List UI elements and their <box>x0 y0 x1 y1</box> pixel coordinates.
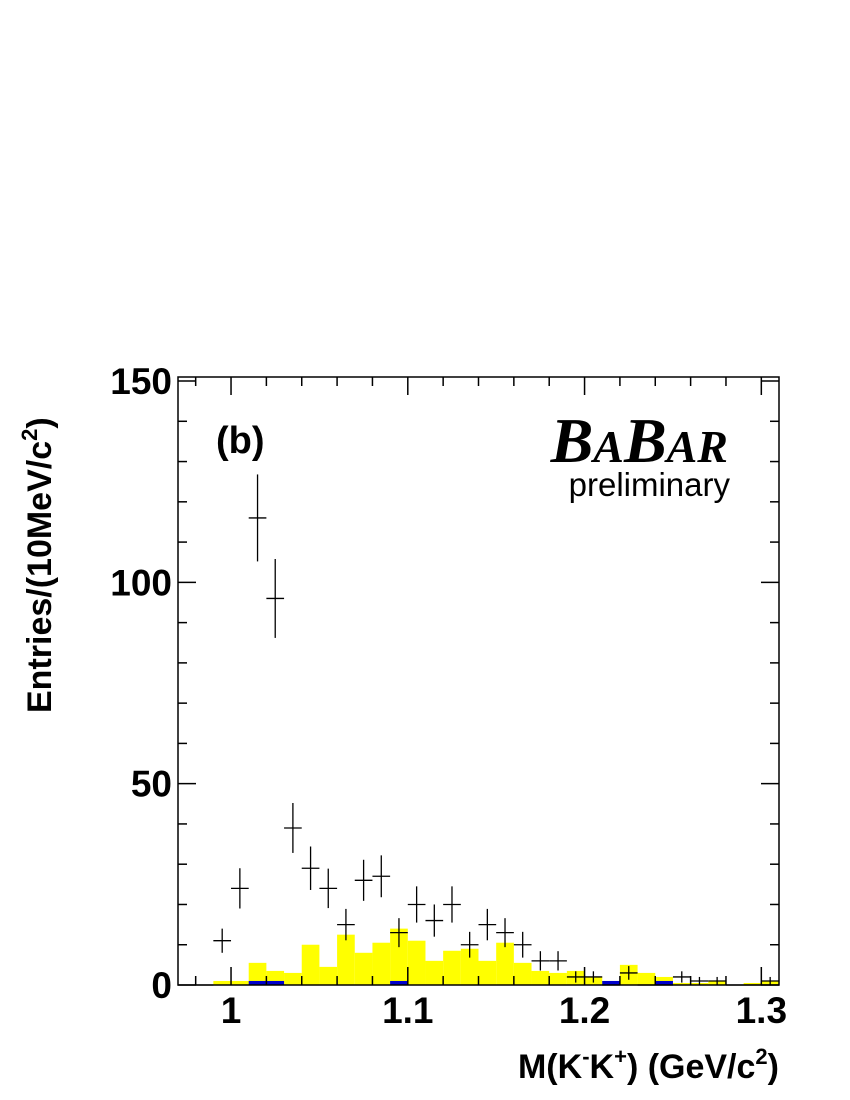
data-point <box>690 976 709 985</box>
panel-label: (b) <box>216 420 265 462</box>
data-point <box>354 859 373 901</box>
data-point <box>513 931 532 958</box>
histogram-bar-1 <box>655 980 673 985</box>
data-point <box>301 846 320 890</box>
data-points-layer <box>195 474 779 986</box>
histogram-bar-0 <box>390 928 408 985</box>
data-point <box>549 951 567 971</box>
data-point <box>372 855 391 898</box>
histogram-bar-0 <box>460 948 479 985</box>
histogram-bar-0 <box>425 960 444 985</box>
histogram-bar-0 <box>248 962 267 985</box>
babar-logo: BABAR <box>550 405 728 476</box>
data-point <box>496 918 514 948</box>
axes-layer: 1 1.1 1.2 1.3 0 50 100 150 <box>110 361 787 1031</box>
data-point <box>407 886 426 923</box>
histogram-bar-1 <box>390 980 408 985</box>
preliminary-label: preliminary <box>569 466 731 503</box>
histogram-bar-0 <box>407 940 426 985</box>
histogram-bar-0 <box>496 942 514 985</box>
data-point <box>319 868 338 909</box>
y-tick-label: 150 <box>110 361 172 402</box>
histogram-bar-0 <box>354 952 373 985</box>
histogram-bar-0 <box>213 980 232 985</box>
histogram-bar-0 <box>549 972 567 985</box>
histogram-bar-0 <box>372 942 391 985</box>
x-axis-title: M(K-K+) (GeV/c2) <box>518 1044 779 1086</box>
x-tick-label: 1 <box>221 990 242 1031</box>
data-point <box>584 971 603 983</box>
data-point <box>266 558 285 638</box>
y-axis-title: Entries/(10MeV/c2) <box>17 417 59 713</box>
histogram-bar-0 <box>672 982 691 985</box>
histogram-bar-0 <box>478 960 497 985</box>
histogram-bar-0 <box>443 950 461 985</box>
data-point <box>443 886 461 923</box>
histogram-bar-0 <box>301 944 320 985</box>
y-tick-label: 0 <box>151 965 172 1006</box>
histogram-bar-0 <box>513 962 532 985</box>
data-point <box>284 803 302 853</box>
data-point <box>619 966 638 980</box>
data-point <box>566 971 585 983</box>
histogram-bar-0 <box>743 982 762 985</box>
x-tick-label: 1.3 <box>736 990 787 1031</box>
histogram-bar-0 <box>637 972 656 985</box>
x-tick-label: 1.2 <box>559 990 610 1031</box>
data-point <box>248 474 267 562</box>
y-tick-label: 100 <box>110 562 172 603</box>
histogram-bar-0 <box>337 934 355 985</box>
histogram-bar-1 <box>602 980 620 985</box>
histogram-layer <box>213 928 779 985</box>
y-tick-label: 50 <box>131 764 172 805</box>
data-point <box>337 908 355 941</box>
histogram-bar-0 <box>531 970 550 985</box>
data-point <box>761 976 779 985</box>
data-point <box>213 928 232 953</box>
data-point <box>672 971 691 983</box>
data-point <box>460 931 479 958</box>
data-point <box>708 976 726 985</box>
histogram-bar-0 <box>284 972 302 985</box>
data-point <box>478 908 497 941</box>
data-point <box>531 951 550 971</box>
plot-frame <box>177 376 780 986</box>
data-point <box>231 868 249 909</box>
x-tick-label: 1.1 <box>382 990 433 1031</box>
histogram-bar-0 <box>319 966 338 985</box>
data-point <box>390 918 408 948</box>
histogram-bar-0 <box>231 980 249 985</box>
data-point <box>425 904 444 937</box>
histogram-bar-1 <box>248 980 267 985</box>
histogram-bar-1 <box>266 980 285 985</box>
